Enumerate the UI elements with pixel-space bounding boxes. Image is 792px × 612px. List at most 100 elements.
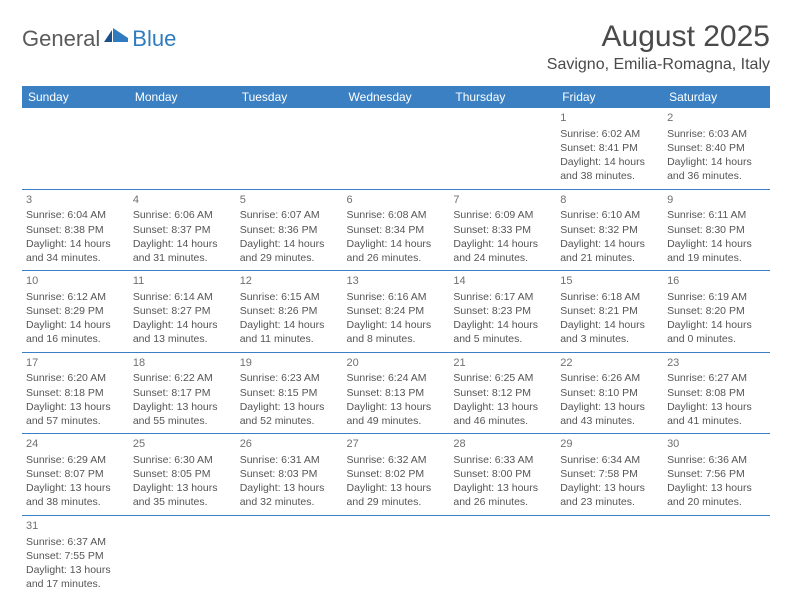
- sunset-line: Sunset: 8:34 PM: [347, 223, 446, 237]
- day-cell: 8Sunrise: 6:10 AMSunset: 8:32 PMDaylight…: [556, 189, 663, 271]
- sunset-line: Sunset: 8:38 PM: [26, 223, 125, 237]
- day-cell: 1Sunrise: 6:02 AMSunset: 8:41 PMDaylight…: [556, 108, 663, 189]
- empty-cell: [129, 515, 236, 596]
- day-number: 1: [560, 111, 659, 126]
- day-cell: 27Sunrise: 6:32 AMSunset: 8:02 PMDayligh…: [343, 434, 450, 516]
- sunset-line: Sunset: 8:17 PM: [133, 386, 232, 400]
- sunset-line: Sunset: 8:23 PM: [453, 304, 552, 318]
- day-cell: 12Sunrise: 6:15 AMSunset: 8:26 PMDayligh…: [236, 271, 343, 353]
- daylight-line: Daylight: 13 hours and 41 minutes.: [667, 400, 766, 428]
- logo-text-blue: Blue: [132, 26, 176, 52]
- daylight-line: Daylight: 14 hours and 8 minutes.: [347, 318, 446, 346]
- daylight-line: Daylight: 14 hours and 16 minutes.: [26, 318, 125, 346]
- day-cell: 30Sunrise: 6:36 AMSunset: 7:56 PMDayligh…: [663, 434, 770, 516]
- daylight-line: Daylight: 13 hours and 20 minutes.: [667, 481, 766, 509]
- daylight-line: Daylight: 13 hours and 29 minutes.: [347, 481, 446, 509]
- daylight-line: Daylight: 14 hours and 36 minutes.: [667, 155, 766, 183]
- weekday-header: Saturday: [663, 86, 770, 108]
- day-number: 17: [26, 356, 125, 371]
- sunset-line: Sunset: 8:40 PM: [667, 141, 766, 155]
- daylight-line: Daylight: 13 hours and 23 minutes.: [560, 481, 659, 509]
- daylight-line: Daylight: 14 hours and 0 minutes.: [667, 318, 766, 346]
- daylight-line: Daylight: 13 hours and 38 minutes.: [26, 481, 125, 509]
- day-number: 22: [560, 356, 659, 371]
- sunset-line: Sunset: 8:27 PM: [133, 304, 232, 318]
- day-number: 31: [26, 519, 125, 534]
- day-cell: 29Sunrise: 6:34 AMSunset: 7:58 PMDayligh…: [556, 434, 663, 516]
- empty-cell: [22, 108, 129, 189]
- weekday-header: Wednesday: [343, 86, 450, 108]
- sunset-line: Sunset: 8:10 PM: [560, 386, 659, 400]
- day-number: 26: [240, 437, 339, 452]
- daylight-line: Daylight: 14 hours and 5 minutes.: [453, 318, 552, 346]
- sunrise-line: Sunrise: 6:24 AM: [347, 371, 446, 385]
- daylight-line: Daylight: 13 hours and 43 minutes.: [560, 400, 659, 428]
- month-title: August 2025: [547, 20, 770, 54]
- day-cell: 11Sunrise: 6:14 AMSunset: 8:27 PMDayligh…: [129, 271, 236, 353]
- day-cell: 7Sunrise: 6:09 AMSunset: 8:33 PMDaylight…: [449, 189, 556, 271]
- day-number: 20: [347, 356, 446, 371]
- day-number: 10: [26, 274, 125, 289]
- sunrise-line: Sunrise: 6:34 AM: [560, 453, 659, 467]
- day-cell: 13Sunrise: 6:16 AMSunset: 8:24 PMDayligh…: [343, 271, 450, 353]
- sunrise-line: Sunrise: 6:37 AM: [26, 535, 125, 549]
- day-number: 11: [133, 274, 232, 289]
- day-number: 21: [453, 356, 552, 371]
- daylight-line: Daylight: 14 hours and 31 minutes.: [133, 237, 232, 265]
- day-cell: 20Sunrise: 6:24 AMSunset: 8:13 PMDayligh…: [343, 352, 450, 434]
- sunrise-line: Sunrise: 6:27 AM: [667, 371, 766, 385]
- empty-cell: [236, 515, 343, 596]
- sunset-line: Sunset: 8:08 PM: [667, 386, 766, 400]
- day-cell: 10Sunrise: 6:12 AMSunset: 8:29 PMDayligh…: [22, 271, 129, 353]
- sunrise-line: Sunrise: 6:15 AM: [240, 290, 339, 304]
- sunset-line: Sunset: 8:13 PM: [347, 386, 446, 400]
- sunset-line: Sunset: 8:24 PM: [347, 304, 446, 318]
- sunset-line: Sunset: 8:26 PM: [240, 304, 339, 318]
- day-cell: 19Sunrise: 6:23 AMSunset: 8:15 PMDayligh…: [236, 352, 343, 434]
- sunset-line: Sunset: 8:00 PM: [453, 467, 552, 481]
- day-number: 14: [453, 274, 552, 289]
- sunrise-line: Sunrise: 6:14 AM: [133, 290, 232, 304]
- sunrise-line: Sunrise: 6:33 AM: [453, 453, 552, 467]
- day-cell: 18Sunrise: 6:22 AMSunset: 8:17 PMDayligh…: [129, 352, 236, 434]
- daylight-line: Daylight: 13 hours and 55 minutes.: [133, 400, 232, 428]
- daylight-line: Daylight: 14 hours and 3 minutes.: [560, 318, 659, 346]
- sunrise-line: Sunrise: 6:31 AM: [240, 453, 339, 467]
- weekday-header: Sunday: [22, 86, 129, 108]
- location-subtitle: Savigno, Emilia-Romagna, Italy: [547, 56, 770, 74]
- daylight-line: Daylight: 14 hours and 11 minutes.: [240, 318, 339, 346]
- day-cell: 31Sunrise: 6:37 AMSunset: 7:55 PMDayligh…: [22, 515, 129, 596]
- daylight-line: Daylight: 13 hours and 35 minutes.: [133, 481, 232, 509]
- day-number: 23: [667, 356, 766, 371]
- sunrise-line: Sunrise: 6:03 AM: [667, 127, 766, 141]
- empty-cell: [449, 108, 556, 189]
- sunset-line: Sunset: 8:18 PM: [26, 386, 125, 400]
- sunset-line: Sunset: 8:37 PM: [133, 223, 232, 237]
- day-number: 9: [667, 193, 766, 208]
- sunrise-line: Sunrise: 6:17 AM: [453, 290, 552, 304]
- sunrise-line: Sunrise: 6:10 AM: [560, 208, 659, 222]
- sunrise-line: Sunrise: 6:02 AM: [560, 127, 659, 141]
- weekday-header: Friday: [556, 86, 663, 108]
- logo-text-general: General: [22, 26, 100, 52]
- sunrise-line: Sunrise: 6:08 AM: [347, 208, 446, 222]
- day-cell: 4Sunrise: 6:06 AMSunset: 8:37 PMDaylight…: [129, 189, 236, 271]
- sunset-line: Sunset: 8:36 PM: [240, 223, 339, 237]
- sunrise-line: Sunrise: 6:30 AM: [133, 453, 232, 467]
- day-cell: 23Sunrise: 6:27 AMSunset: 8:08 PMDayligh…: [663, 352, 770, 434]
- day-cell: 25Sunrise: 6:30 AMSunset: 8:05 PMDayligh…: [129, 434, 236, 516]
- weekday-header: Tuesday: [236, 86, 343, 108]
- day-number: 28: [453, 437, 552, 452]
- sunrise-line: Sunrise: 6:12 AM: [26, 290, 125, 304]
- daylight-line: Daylight: 14 hours and 38 minutes.: [560, 155, 659, 183]
- daylight-line: Daylight: 14 hours and 29 minutes.: [240, 237, 339, 265]
- sunrise-line: Sunrise: 6:32 AM: [347, 453, 446, 467]
- sunrise-line: Sunrise: 6:22 AM: [133, 371, 232, 385]
- empty-cell: [129, 108, 236, 189]
- daylight-line: Daylight: 13 hours and 46 minutes.: [453, 400, 552, 428]
- sunset-line: Sunset: 7:58 PM: [560, 467, 659, 481]
- day-number: 7: [453, 193, 552, 208]
- sunset-line: Sunset: 8:32 PM: [560, 223, 659, 237]
- daylight-line: Daylight: 14 hours and 21 minutes.: [560, 237, 659, 265]
- sunrise-line: Sunrise: 6:26 AM: [560, 371, 659, 385]
